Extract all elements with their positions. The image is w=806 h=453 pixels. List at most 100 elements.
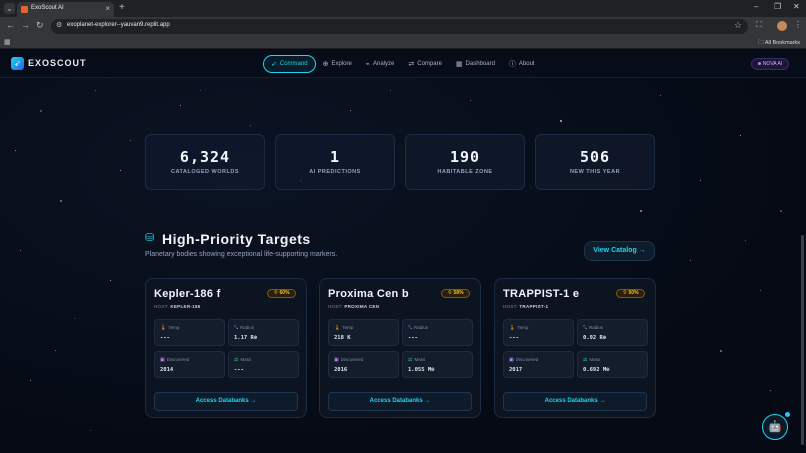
nav-label: Analyze [373, 61, 395, 67]
stat-label: NEW THIS YEAR [569, 169, 621, 175]
maximize-icon[interactable]: ❐ [774, 2, 782, 11]
logo-text[interactable]: EXOSCOUT [28, 58, 87, 68]
host-star: HOST: KEPLER-186 [154, 304, 201, 309]
nav-label: Command [279, 61, 308, 67]
target-card[interactable]: Proxima Cen b HOST: PROXIMA CEN ⌔ 58% 🌡 Temp… [319, 278, 481, 418]
host-star: HOST: TRAPPIST-1 [503, 304, 549, 309]
nav-about[interactable]: ⓘ About [502, 55, 542, 73]
profile-avatar[interactable] [777, 21, 787, 31]
star-dot [720, 350, 722, 352]
star-dot [130, 140, 131, 141]
stat-value: 190 [449, 148, 481, 166]
rocket-icon: ➶ [271, 61, 277, 68]
metric-temp: 🌡 Temp 218 K [328, 319, 399, 346]
star-dot [700, 180, 701, 181]
star-dot [660, 95, 661, 96]
metric-temp: 🌡 Temp --- [154, 319, 225, 346]
star-dot [470, 100, 471, 101]
planet-name: TRAPPIST-1 e [503, 288, 580, 300]
star-dot [40, 110, 42, 112]
planet-name: Kepler-186 f [154, 288, 221, 300]
tab-search-icon[interactable]: ⌄ [4, 3, 15, 14]
metric-mass: ⚖ Mass 0.692 M⊕ [577, 351, 648, 378]
stat-value: 1 [329, 148, 341, 166]
notification-dot [785, 412, 790, 417]
compare-icon: ⇄ [408, 61, 415, 68]
url-text[interactable]: exoplanet-explorer--yauvan9.replit.app [67, 22, 170, 28]
star-dot [95, 90, 96, 91]
info-icon: ⓘ [508, 61, 516, 68]
site-header: ➶ EXOSCOUT ➶ Command ⊕ Explore ⌁ Analyze ⇄ Comp… [0, 50, 806, 78]
star-dot [55, 350, 56, 351]
star-dot [75, 318, 76, 319]
forward-icon[interactable]: → [21, 20, 30, 30]
nav-command[interactable]: ➶ Command [263, 55, 316, 73]
scale-icon: ⚖ [234, 357, 239, 363]
ruler-icon: ⤡ [408, 325, 413, 331]
logo-rocket-icon[interactable]: ➶ [11, 57, 24, 70]
site-info-icon[interactable]: ⚙ [56, 22, 63, 29]
target-card[interactable]: TRAPPIST-1 e HOST: TRAPPIST-1 ⌔ 50% 🌡 Temp --… [494, 278, 656, 418]
star-dot [780, 210, 782, 212]
star-dot [690, 260, 691, 261]
stat-label: HABITABLE ZONE [437, 169, 493, 175]
chatbot-icon[interactable]: 🤖 [762, 414, 788, 440]
url-field[interactable]: ⚙ exoplanet-explorer--yauvan9.replit.app… [51, 19, 748, 34]
scale-icon: ⚖ [583, 357, 588, 363]
access-databanks-button[interactable]: Access Databanks → [154, 392, 298, 411]
stat-value: 6,324 [179, 148, 231, 166]
ruler-icon: ⤡ [234, 325, 239, 331]
new-tab-icon[interactable]: + [119, 2, 125, 13]
scale-icon: ⚖ [408, 357, 413, 363]
browser-tab[interactable]: ExoScout AI × [17, 2, 114, 17]
bookmark-star-icon[interactable]: ☆ [733, 20, 742, 30]
access-databanks-button[interactable]: Access Databanks → [328, 392, 472, 411]
nav-compare[interactable]: ⇄ Compare [401, 55, 449, 73]
apps-icon[interactable]: ▦ [4, 39, 11, 46]
stat-card: 506 NEW THIS YEAR [535, 134, 655, 190]
view-catalog-button[interactable]: View Catalog → [584, 241, 655, 261]
calendar-icon: ▣ [509, 357, 514, 363]
star-dot [90, 430, 91, 431]
nav-analyze[interactable]: ⌁ Analyze [359, 55, 402, 73]
star-dot [250, 125, 251, 126]
signal-icon: ⌔ [622, 290, 628, 296]
star-dot [760, 290, 761, 291]
thermometer-icon: 🌡 [334, 325, 341, 331]
database-icon: ⛁ [145, 232, 155, 244]
extensions-icon[interactable]: ⛶ [756, 20, 762, 29]
close-tab-icon[interactable]: × [105, 4, 110, 13]
nav-label: About [518, 61, 535, 67]
metric-discovered: ▣ Discovered 2016 [328, 351, 399, 378]
section-title: High-Priority Targets [162, 231, 311, 247]
nav-dashboard[interactable]: ▦ Dashboard [449, 55, 502, 73]
star-dot [110, 280, 111, 281]
metric-radius: ⤡ Radius --- [402, 319, 473, 346]
scrollbar[interactable] [801, 235, 804, 445]
planet-name: Proxima Cen b [328, 288, 409, 300]
menu-icon[interactable]: ⋮ [794, 20, 802, 29]
all-bookmarks[interactable]: 🗀 All Bookmarks [758, 40, 800, 46]
metric-discovered: ▣ Discovered 2017 [503, 351, 574, 378]
nav-explore[interactable]: ⊕ Explore [316, 55, 359, 73]
habitability-badge: ⌔ 60% [267, 289, 296, 298]
site-viewport: ➶ EXOSCOUT ➶ Command ⊕ Explore ⌁ Analyze ⇄ Comp… [0, 50, 806, 453]
back-icon[interactable]: ← [6, 20, 15, 30]
star-dot [390, 90, 391, 91]
minimize-icon[interactable]: – [754, 2, 759, 11]
star-dot [560, 120, 562, 122]
stat-card: 6,324 CATALOGED WORLDS [145, 134, 265, 190]
target-card[interactable]: Kepler-186 f HOST: KEPLER-186 ⌔ 60% 🌡 Temp --… [145, 278, 307, 418]
grid-icon: ▦ [455, 61, 463, 68]
thermometer-icon: 🌡 [160, 325, 167, 331]
metric-mass: ⚖ Mass 1.055 M⊕ [402, 351, 473, 378]
star-dot [740, 135, 741, 136]
access-databanks-button[interactable]: Access Databanks → [503, 392, 647, 411]
metric-discovered: ▣ Discovered 2014 [154, 351, 225, 378]
close-window-icon[interactable]: ✕ [793, 2, 800, 11]
nav-label: Explore [331, 61, 352, 67]
reload-icon[interactable]: ↻ [36, 20, 44, 30]
nova-ai-button[interactable]: NOVA AI [751, 58, 789, 70]
star-dot [640, 210, 642, 212]
main-nav: ➶ Command ⊕ Explore ⌁ Analyze ⇄ Compare ▦ Dashboa… [263, 55, 542, 73]
